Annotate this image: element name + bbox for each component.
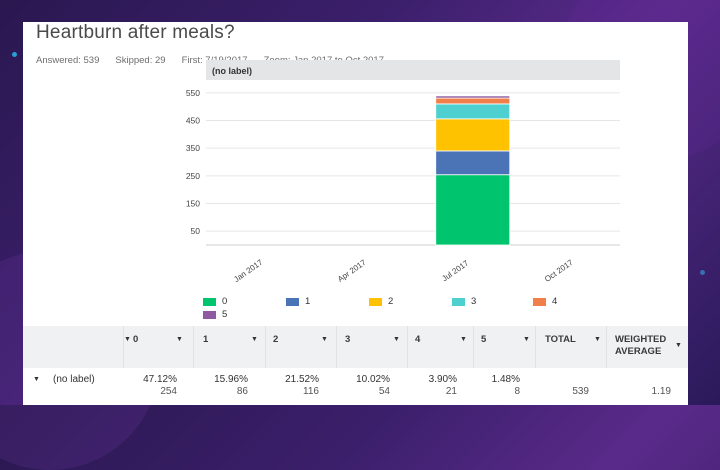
cell-count-3: 54 [378, 386, 390, 397]
legend-swatch [203, 310, 216, 319]
table-row: ▼ (no label) 47.12% 254 15.96% 86 21.52%… [23, 368, 688, 405]
cell-pct-3: 10.02% [356, 374, 390, 385]
cell-count-2: 116 [303, 386, 319, 397]
legend-label: 3 [471, 296, 477, 307]
column-divider [336, 326, 337, 405]
y-tick-label: 350 [186, 143, 200, 153]
column-divider [123, 326, 124, 405]
sort-weighted-icon[interactable]: ▼ [675, 342, 682, 349]
col-header-1[interactable]: 1 [203, 334, 209, 345]
column-divider [606, 326, 607, 405]
legend-item-1[interactable]: 1 [286, 296, 310, 307]
legend-item-4[interactable]: 4 [533, 296, 557, 307]
sort-0-icon[interactable]: ▼ [176, 336, 183, 343]
table-header: ▼ 0 ▼ 1 ▼ 2 ▼ 3 ▼ 4 ▼ 5 ▼ TOTAL ▼ WEIGHT… [23, 326, 688, 369]
y-tick-label: 50 [191, 226, 201, 236]
sort-4-icon[interactable]: ▼ [460, 336, 467, 343]
x-tick-label: Apr 2017 [336, 258, 368, 284]
bar-segment-5 [435, 95, 511, 99]
legend-swatch [452, 297, 465, 306]
row-label: (no label) [53, 374, 95, 385]
cell-count-4: 21 [445, 386, 457, 397]
col-header-total[interactable]: TOTAL [545, 334, 576, 345]
bar-segment-0 [435, 174, 511, 246]
column-divider [407, 326, 408, 405]
cell-count-5: 8 [514, 386, 520, 397]
column-divider [535, 326, 536, 405]
column-divider [265, 326, 266, 405]
cell-weighted-average: 1.19 [651, 386, 671, 397]
legend-item-3[interactable]: 3 [452, 296, 476, 307]
y-tick-label: 450 [186, 116, 200, 126]
sort-5-icon[interactable]: ▼ [523, 336, 530, 343]
cell-total: 539 [572, 386, 589, 397]
cell-count-0: 254 [160, 386, 177, 397]
y-tick-label: 150 [186, 199, 200, 209]
sort-2-icon[interactable]: ▼ [321, 336, 328, 343]
bar-segment-1 [435, 150, 511, 176]
answered-count: Answered: 539 [36, 55, 100, 66]
bar-segment-4 [435, 97, 511, 105]
slide-bullet-icon [700, 270, 705, 275]
col-header-2[interactable]: 2 [273, 334, 279, 345]
legend-swatch [286, 297, 299, 306]
legend-item-0[interactable]: 0 [203, 296, 227, 307]
row-sort-icon[interactable]: ▼ [124, 336, 131, 343]
col-header-weighted[interactable]: WEIGHTED [615, 334, 667, 345]
legend-item-2[interactable]: 2 [369, 296, 393, 307]
sort-3-icon[interactable]: ▼ [393, 336, 400, 343]
expand-row-icon[interactable]: ▼ [33, 376, 40, 383]
stacked-bar-chart: (no label) 550 450 350 250 150 50 Jan 2017 Apr 2… [186, 60, 620, 285]
x-tick-label: Jul 2017 [440, 258, 470, 283]
legend-label: 0 [222, 296, 228, 307]
chart-header-band [206, 60, 620, 80]
legend-label: 1 [305, 296, 311, 307]
legend-swatch [533, 297, 546, 306]
results-table: ▼ 0 ▼ 1 ▼ 2 ▼ 3 ▼ 4 ▼ 5 ▼ TOTAL ▼ WEIGHT… [23, 326, 688, 405]
slide-bullet-icon [12, 52, 17, 57]
skipped-count: Skipped: 29 [115, 55, 166, 66]
column-divider [473, 326, 474, 405]
question-title: Heartburn after meals? [36, 22, 235, 43]
col-header-3[interactable]: 3 [345, 334, 351, 345]
y-tick-label: 250 [186, 171, 200, 181]
legend-label: 4 [552, 296, 558, 307]
cell-pct-5: 1.48% [491, 374, 520, 385]
legend-label: 5 [222, 309, 228, 320]
cell-pct-0: 47.12% [143, 374, 177, 385]
col-header-4[interactable]: 4 [415, 334, 421, 345]
bar-segment-2 [435, 118, 511, 152]
sort-1-icon[interactable]: ▼ [251, 336, 258, 343]
cell-count-1: 86 [236, 386, 248, 397]
legend-swatch [203, 297, 216, 306]
y-tick-label: 550 [186, 88, 200, 98]
x-tick-label: Jan 2017 [232, 258, 265, 285]
column-divider [193, 326, 194, 405]
cell-pct-2: 21.52% [285, 374, 319, 385]
chart-title: (no label) [212, 66, 252, 76]
survey-result-card: Heartburn after meals? Answered: 539 Ski… [23, 22, 688, 405]
legend-label: 2 [388, 296, 394, 307]
col-header-0[interactable]: 0 [133, 334, 139, 345]
chart-legend: 0 1 2 3 4 5 [203, 296, 663, 326]
bar-segment-3 [435, 103, 511, 120]
col-header-average[interactable]: AVERAGE [615, 346, 662, 357]
sort-total-icon[interactable]: ▼ [594, 336, 601, 343]
cell-pct-1: 15.96% [214, 374, 248, 385]
legend-item-5[interactable]: 5 [203, 309, 227, 320]
legend-swatch [369, 297, 382, 306]
x-tick-label: Oct 2017 [543, 258, 575, 284]
col-header-5[interactable]: 5 [481, 334, 487, 345]
cell-pct-4: 3.90% [428, 374, 457, 385]
